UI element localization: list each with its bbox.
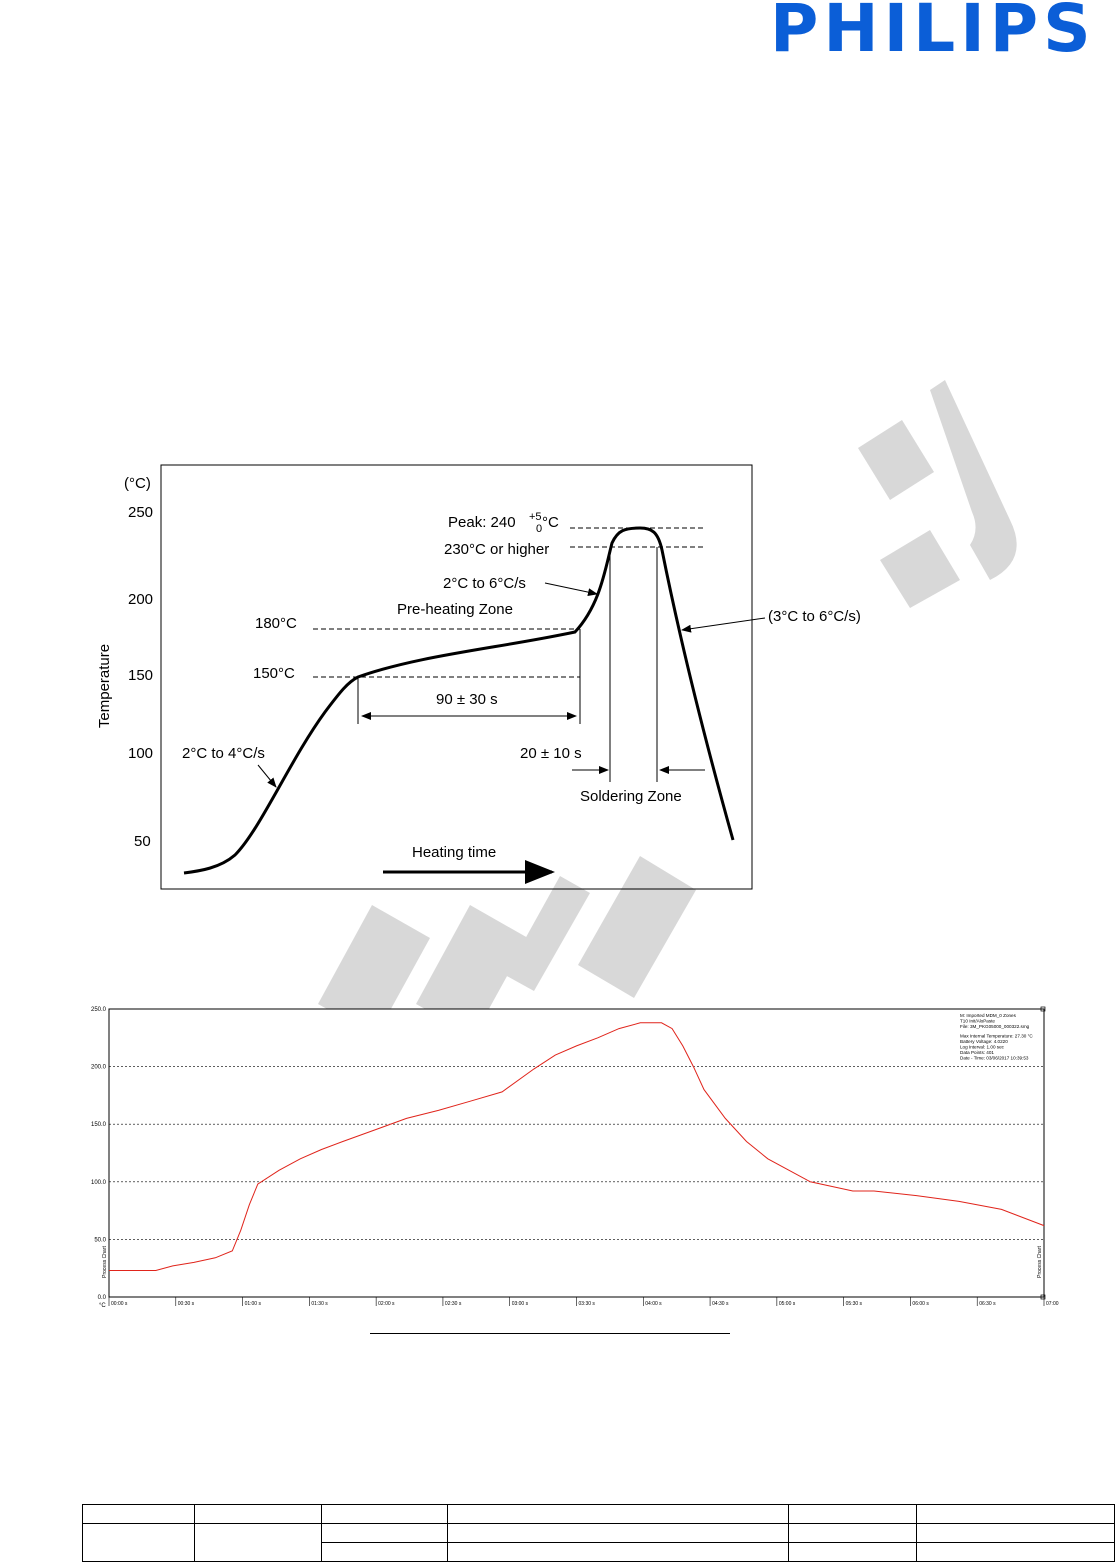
y-tick-50: 50	[134, 833, 151, 850]
footer-cell	[321, 1523, 448, 1543]
legend-line: Date - Time: 03/06/2017 10:39:53	[960, 1056, 1029, 1061]
y-tick-150: 150	[128, 667, 153, 684]
x-tick-label: 02:00 s	[378, 1301, 395, 1307]
legend-line: Data Points: 401	[960, 1050, 994, 1055]
y-tick-250: 250	[128, 504, 153, 521]
temperature-series-line	[109, 1022, 1045, 1271]
corner-unit-label: °C	[99, 1303, 106, 1309]
legend-line: Log Interval: 1.00 sec	[960, 1045, 1005, 1050]
measured-profile-chart: 250.0 200.0 150.0 100.0 50.0 0.0 00:00 s 00:30…	[91, 1006, 1060, 1309]
footer-cell	[194, 1504, 322, 1524]
extent-lines	[357, 547, 658, 782]
cooling-arrow	[681, 617, 766, 633]
x-tick-label: 03:00 s	[512, 1301, 529, 1307]
ramp-arrow-upper	[544, 582, 598, 597]
label-ramp-2-4: 2°C to 4°C/s	[182, 745, 265, 762]
x-tick-label: 03:30 s	[579, 1301, 596, 1307]
right-axis-label: Process Chart	[1037, 1246, 1043, 1278]
y-tick-label: 50.0	[94, 1237, 106, 1243]
footer-cell	[916, 1523, 1115, 1543]
x-tick-label: 05:00 s	[779, 1301, 796, 1307]
y-tick-200: 200	[128, 591, 153, 608]
label-preheat-time: 90 ± 30 s	[436, 691, 498, 708]
x-tick-label: 00:30 s	[178, 1301, 195, 1307]
footer-cell	[916, 1542, 1115, 1562]
x-ticks: 00:00 s 00:30 s 01:00 s 01:30 s 02:00 s 02:30…	[108, 1297, 1060, 1307]
legend-line: T10 Init/AloPaste	[960, 1019, 995, 1024]
label-soldering-time: 20 ± 10 s	[520, 745, 582, 762]
x-tick-label: 00:00 s	[111, 1301, 128, 1307]
footer-cell	[447, 1542, 789, 1562]
x-tick-label: 06:30 s	[979, 1301, 996, 1307]
ramp-arrow-lower	[257, 764, 277, 788]
y-tick-100: 100	[128, 745, 153, 762]
x-tick-label: 02:30 s	[445, 1301, 462, 1307]
footer-cell	[788, 1504, 917, 1524]
y-tick-label: 100.0	[91, 1180, 107, 1186]
label-ramp-2-6: 2°C to 6°C/s	[443, 575, 526, 592]
y-unit-label: (°C)	[124, 475, 151, 492]
label-230-or-higher: 230°C or higher	[444, 541, 549, 558]
y-tick-label: 150.0	[91, 1122, 107, 1128]
x-tick-label: 05:30 s	[846, 1301, 863, 1307]
diagram-frame	[160, 464, 753, 890]
peak-label: Peak: 240	[448, 514, 516, 531]
label-heating-time: Heating time	[412, 844, 496, 861]
label-150c: 150°C	[253, 665, 295, 682]
x-tick-label: 06:00 s	[912, 1301, 929, 1307]
peak-tolerance-sub: 0	[536, 523, 542, 535]
footer-cell	[82, 1504, 195, 1524]
left-axis-label: Process Chart	[102, 1246, 108, 1278]
x-tick-label: 07:00 s	[1046, 1301, 1060, 1307]
separator-line	[370, 1333, 730, 1334]
x-tick-label: 04:00 s	[645, 1301, 662, 1307]
label-cooling-rate: (3°C to 6°C/s)	[768, 608, 861, 625]
y-axis-label: Temperature	[96, 644, 113, 728]
philips-logo: PHILIPS	[770, 0, 1096, 67]
footer-cell	[194, 1523, 322, 1562]
legend-line: Battery Voltage: 4.0220	[960, 1039, 1008, 1044]
footer-cell	[321, 1504, 448, 1524]
peak-tolerance-sup: +5	[529, 511, 542, 523]
y-tick-label: 0.0	[98, 1295, 107, 1301]
x-tick-label: 04:30 s	[712, 1301, 729, 1307]
footer-cell	[82, 1523, 195, 1562]
handle-top[interactable]	[1040, 1006, 1046, 1012]
x-tick-label: 01:00 s	[245, 1301, 262, 1307]
footer-cell	[321, 1542, 448, 1562]
label-preheating-zone: Pre-heating Zone	[397, 601, 513, 618]
reflow-profile-diagram: (°C) 250 200 150 100 50 Temperature Peak…	[96, 464, 861, 890]
plot-frame	[108, 1008, 1045, 1298]
footer-cell	[788, 1523, 917, 1543]
profile-curve	[183, 526, 735, 875]
peak-unit: °C	[542, 514, 559, 531]
y-ticks: 250.0 200.0 150.0 100.0 50.0 0.0	[91, 1007, 107, 1301]
label-180c: 180°C	[255, 615, 297, 632]
y-tick-label: 250.0	[91, 1007, 107, 1013]
footer-cell	[447, 1523, 789, 1543]
legend-line: M: Imported MDM_0 Zones	[960, 1013, 1017, 1018]
x-tick-label: 01:30 s	[311, 1301, 328, 1307]
footer-cell	[447, 1504, 789, 1524]
footer-cell	[788, 1542, 917, 1562]
footer-cell	[916, 1504, 1115, 1524]
label-soldering-zone: Soldering Zone	[580, 788, 682, 805]
handle-bottom[interactable]	[1040, 1294, 1046, 1300]
y-tick-label: 200.0	[91, 1065, 107, 1071]
legend-line: File: 3M_PKG05000_000322.smg	[960, 1024, 1030, 1029]
footer-table	[82, 1504, 1115, 1562]
legend-line: Max Internal Temperature: 27.30 °C	[960, 1034, 1033, 1039]
